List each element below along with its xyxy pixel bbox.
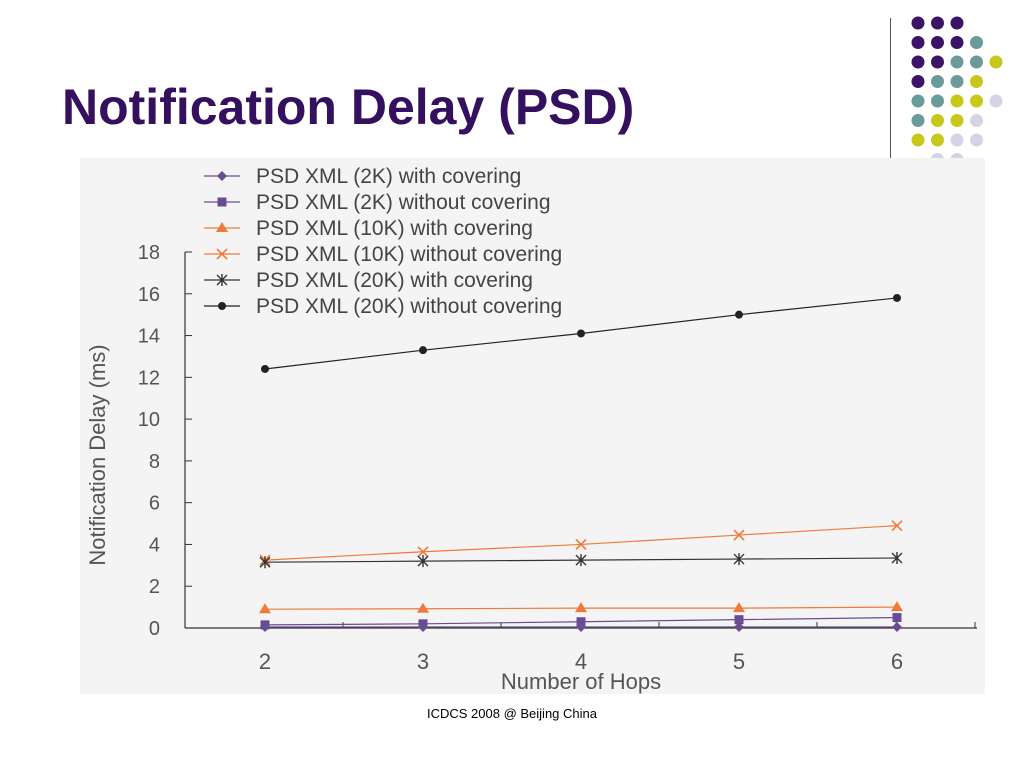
data-point <box>734 615 744 625</box>
data-point <box>575 538 587 551</box>
y-tick-label: 12 <box>138 367 160 389</box>
x-tick-label: 3 <box>417 649 429 674</box>
decorative-dot <box>931 133 944 147</box>
decorative-dot <box>970 133 983 147</box>
decorative-dot <box>970 94 983 108</box>
decorative-dot <box>911 75 925 88</box>
slide-title: Notification Delay (PSD) <box>62 79 635 135</box>
decorative-dot <box>970 75 983 88</box>
data-point <box>891 601 903 612</box>
decorative-dot <box>931 94 944 108</box>
legend-marker <box>218 302 226 310</box>
decorative-dot <box>911 16 925 30</box>
decorative-dot <box>989 55 1003 69</box>
data-point <box>733 602 745 613</box>
data-point <box>891 552 903 565</box>
data-point <box>733 553 745 566</box>
decorative-dot <box>931 36 944 49</box>
data-point <box>259 603 271 614</box>
y-tick-label: 16 <box>138 284 160 306</box>
decorative-dot <box>931 55 944 69</box>
x-axis-label: Number of Hops <box>501 669 661 694</box>
legend-label: PSD XML (10K) with covering <box>256 217 533 240</box>
notification-delay-chart: 0 2 4 6 8 10 12 14 16 18 2 3 4 5 6 Number of Hops Notifi… <box>85 165 977 694</box>
legend-label: PSD XML (2K) without covering <box>256 191 551 214</box>
y-tick-label: 18 <box>138 242 160 264</box>
data-point <box>576 617 586 627</box>
y-axis-label: Notification Delay (ms) <box>85 344 110 565</box>
data-point <box>734 621 744 632</box>
legend-marker <box>216 248 228 260</box>
legend-label: PSD XML (20K) without covering <box>256 295 562 318</box>
y-tick-label: 2 <box>149 576 160 598</box>
decorative-dot <box>911 114 925 127</box>
legend-marker <box>216 222 228 232</box>
data-point <box>419 346 427 355</box>
x-tick-label: 6 <box>891 649 903 674</box>
data-point <box>891 520 903 532</box>
data-point <box>417 555 429 568</box>
legend-label: PSD XML (10K) without covering <box>256 243 562 266</box>
legend-label: PSD XML (20K) with covering <box>256 269 533 292</box>
decorative-dot <box>911 133 925 147</box>
decorative-dot <box>950 133 964 147</box>
decorative-dot-grid <box>911 16 1003 166</box>
data-point <box>417 602 429 613</box>
x-tick-label: 5 <box>733 649 745 674</box>
y-tick-label: 10 <box>138 409 160 431</box>
decorative-dot <box>911 94 925 108</box>
decorative-dot <box>950 36 964 49</box>
y-tick-label: 0 <box>149 618 160 640</box>
decorative-dot <box>970 55 983 69</box>
y-tick-label: 6 <box>149 493 160 515</box>
legend-marker <box>217 197 227 207</box>
data-point <box>259 556 271 569</box>
data-point <box>575 554 587 567</box>
chart-panel: 0 2 4 6 8 10 12 14 16 18 2 3 4 5 6 Number of Hops Notifi… <box>80 158 985 694</box>
decorative-dot <box>950 94 964 108</box>
decorative-dot <box>950 114 964 127</box>
decorative-dot <box>950 55 964 69</box>
y-tick-label: 4 <box>149 534 160 556</box>
decorative-dot <box>931 16 944 30</box>
data-point <box>577 329 585 338</box>
decorative-dot <box>950 75 964 88</box>
decorative-dot <box>950 16 964 30</box>
legend-marker <box>217 171 227 181</box>
data-point <box>893 293 901 302</box>
decorative-dot <box>931 114 944 127</box>
decorative-dot <box>989 94 1003 108</box>
decorative-dot <box>911 55 925 69</box>
data-point <box>261 364 269 373</box>
decorative-dot <box>970 114 983 127</box>
decorative-dot <box>931 75 944 88</box>
x-tick-label: 4 <box>575 649 587 674</box>
decorative-dot <box>911 36 925 49</box>
data-point <box>735 310 743 319</box>
x-tick-label: 2 <box>259 649 271 674</box>
data-point <box>892 613 902 623</box>
data-point <box>260 620 270 630</box>
title-divider <box>890 18 891 161</box>
y-tick-label: 14 <box>138 326 160 348</box>
legend-label: PSD XML (2K) with covering <box>256 165 521 188</box>
data-point <box>417 546 429 558</box>
y-tick-label: 8 <box>149 451 160 473</box>
data-point <box>418 619 428 629</box>
legend-marker <box>216 274 228 286</box>
data-point <box>733 529 745 541</box>
slide-footer: ICDCS 2008 @ Beijing China <box>426 706 597 721</box>
data-point <box>892 621 902 632</box>
data-point <box>575 602 587 613</box>
decorative-dot <box>970 36 983 49</box>
